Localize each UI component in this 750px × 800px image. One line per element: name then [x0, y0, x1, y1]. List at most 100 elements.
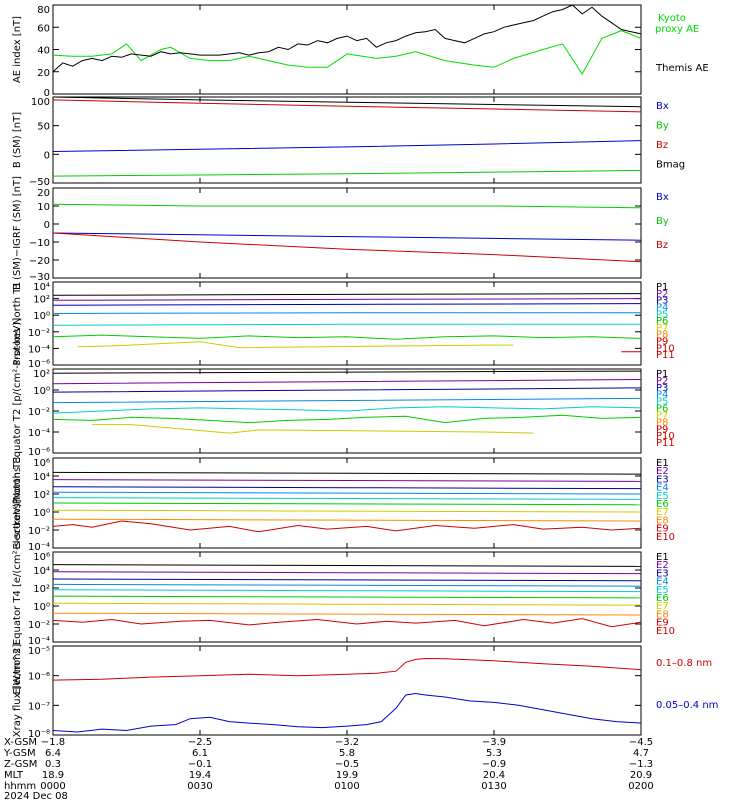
- x-axis-value: 19.9: [336, 770, 358, 781]
- panel-1: 0 20 40 60 80 AE index [nT] Kyoto proxy AE Themi…: [12, 4, 709, 99]
- panel-frame: [52, 4, 642, 95]
- y-tick-label: 10²: [33, 584, 50, 595]
- x-axis-value: 5.8: [339, 748, 355, 759]
- series-label: E9: [656, 618, 669, 629]
- y-tick-label: −30: [29, 272, 50, 283]
- series-line: [52, 564, 642, 567]
- series-line: [52, 298, 642, 301]
- y-tick-label: 10⁻²: [28, 407, 50, 418]
- x-axis-value: 6.4: [45, 748, 61, 759]
- series-label: E8: [656, 609, 669, 620]
- x-axis-value: −1.8: [41, 737, 65, 748]
- panel-frame: [52, 645, 642, 736]
- x-axis-value: 5.3: [486, 748, 502, 759]
- series-line: [52, 303, 642, 306]
- y-axis-label: Xray flux [W/m^2]: [12, 644, 23, 738]
- y-tick-label: 10⁻⁴: [28, 344, 50, 355]
- y-axis-label: B (SM)−IGRF (SM) [nT]: [12, 176, 23, 290]
- y-tick-label: 10⁻⁷: [28, 701, 50, 712]
- series-label: P2: [656, 376, 668, 387]
- series-line: [52, 509, 642, 513]
- series-line: [52, 99, 642, 113]
- x-axis-value: 0130: [481, 781, 506, 792]
- series-label: E7: [656, 507, 669, 518]
- series-line: [52, 293, 642, 296]
- y-axis-label: Protons North T1: [12, 281, 23, 365]
- y-axis-label: Electrons North T3: [12, 456, 23, 549]
- y-tick-label: 10: [37, 202, 50, 213]
- y-tick-label: 10⁶: [33, 552, 50, 563]
- y-tick-label: 100: [31, 97, 50, 108]
- series-label: Themis AE: [655, 63, 709, 74]
- series-label: P11: [656, 350, 675, 361]
- series-label: P2: [656, 289, 668, 300]
- x-axis-value: −0.1: [188, 759, 212, 770]
- series-line: [52, 30, 642, 75]
- series-line: [52, 96, 642, 108]
- series-label: E4: [656, 483, 669, 494]
- series-line: [52, 657, 642, 681]
- y-tick-label: 10⁴: [33, 282, 50, 293]
- x-axis-value: 6.1: [192, 748, 208, 759]
- series-line: [52, 387, 642, 393]
- y-tick-label: 10⁻⁵: [28, 646, 50, 657]
- series-label: 0.1–0.8 nm: [656, 658, 712, 669]
- x-axis-row-label: hhmm: [4, 781, 36, 792]
- x-axis-row-label: X-GSM: [4, 737, 37, 748]
- y-tick-label: 20: [37, 68, 50, 79]
- x-axis-value: 4.7: [633, 748, 649, 759]
- x-axis-row-label: MLT: [4, 770, 24, 781]
- series-label: E6: [656, 593, 669, 604]
- x-axis-value: −4.5: [629, 737, 653, 748]
- x-axis-value: 20.9: [630, 770, 652, 781]
- series-label: P9: [656, 337, 668, 348]
- series-label: Bz: [656, 240, 668, 251]
- series-label: P3: [656, 383, 668, 394]
- series-label: E3: [656, 568, 669, 579]
- series-line: [77, 341, 514, 349]
- y-tick-label: 10²: [33, 369, 50, 380]
- y-tick-label: 10²: [33, 490, 50, 501]
- series-label: E1: [656, 552, 669, 563]
- x-axis-value: −3.9: [482, 737, 506, 748]
- y-axis-label: B (SM) [nT]: [12, 112, 23, 168]
- y-tick-label: 0: [44, 88, 50, 99]
- panel-6: 10⁻⁴ 10⁻² 10⁰ 10² 10⁴ 10⁶ Electrons North T3 E1…: [12, 456, 675, 553]
- y-tick-label: 10⁰: [33, 311, 50, 322]
- series-line: [52, 140, 642, 152]
- series-line: [52, 612, 642, 616]
- series-label: P1: [656, 369, 668, 380]
- series-line: [52, 578, 642, 582]
- x-axis-value: 0000: [40, 781, 65, 792]
- series-label: P1: [656, 282, 668, 293]
- series-label: E3: [656, 474, 669, 485]
- series-label: P10: [656, 343, 675, 354]
- series-label: E5: [656, 491, 669, 502]
- x-axis-value: −0.5: [335, 759, 359, 770]
- series-line: [52, 595, 642, 599]
- x-axis-value: 20.4: [483, 770, 505, 781]
- series-line: [52, 583, 642, 587]
- y-tick-label: 10⁴: [33, 566, 50, 577]
- x-axis-value: 0.3: [45, 759, 61, 770]
- series-label: P5: [656, 397, 668, 408]
- series-label: E8: [656, 515, 669, 526]
- series-label: E4: [656, 577, 669, 588]
- series-label: P4: [656, 302, 668, 313]
- x-axis-value: −3.2: [335, 737, 359, 748]
- panel-5: 10⁻⁶ 10⁻⁴ 10⁻² 10⁰ 10² Protons Equator T2 [p/…: [12, 318, 675, 505]
- series-line: [52, 571, 642, 575]
- series-label: E5: [656, 585, 669, 596]
- y-tick-label: 10⁻⁶: [28, 447, 50, 458]
- series-line: [52, 502, 642, 506]
- series-line: [52, 203, 642, 209]
- y-axis-label: Electrons Equator T4 [e/(cm²-s-sr-keV)]: [12, 499, 23, 694]
- series-label: P10: [656, 431, 675, 442]
- series-line: [52, 334, 642, 340]
- series-line: [52, 471, 642, 475]
- y-tick-label: 80: [37, 5, 50, 16]
- x-axis-value: 0100: [334, 781, 359, 792]
- y-tick-label: 10⁶: [33, 458, 50, 469]
- x-axis-value: −0.9: [482, 759, 506, 770]
